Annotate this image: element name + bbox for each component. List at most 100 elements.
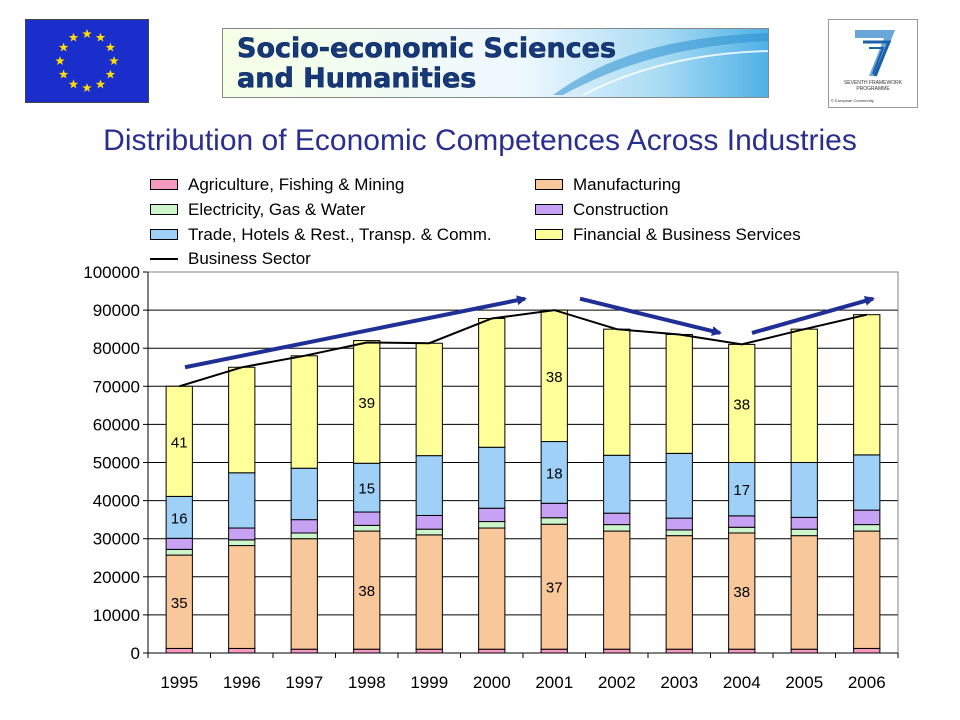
banner-line-1: Socio-economic Sciences — [237, 33, 617, 65]
bar-segment-trade — [165, 495, 193, 539]
y-tick-label: 70000 — [93, 377, 140, 396]
y-tick-label: 30000 — [93, 530, 140, 549]
x-tick-label: 2005 — [785, 673, 823, 692]
bar-segment-financial — [665, 333, 693, 454]
eu-star-icon — [58, 69, 69, 79]
bar-segment-financial — [353, 340, 381, 464]
bar-segment-construction — [353, 511, 381, 526]
bar-segment-electricity — [603, 524, 631, 532]
y-tick-label: 80000 — [93, 339, 140, 358]
bar-segment-construction — [603, 512, 631, 526]
data-label: 35 — [171, 595, 188, 612]
bar-segment-construction — [540, 502, 568, 519]
bar-segment-trade — [665, 452, 693, 519]
bar-segment-manufacturing — [415, 534, 443, 650]
legend-label: Electricity, Gas & Water — [188, 200, 366, 219]
bar-segment-agriculture — [728, 648, 756, 654]
bar-segment-agriculture — [790, 648, 818, 654]
legend-swatch-trade — [150, 229, 178, 240]
x-tick-label: 1997 — [285, 673, 323, 692]
legend-label: Agriculture, Fishing & Mining — [188, 175, 405, 194]
bar-segment-agriculture — [478, 648, 506, 654]
x-tick-label: 1998 — [348, 673, 386, 692]
y-tick-label: 60000 — [93, 415, 140, 434]
x-tick-label: 2002 — [598, 673, 636, 692]
data-label: 17 — [733, 482, 750, 499]
bar-segment-construction — [853, 509, 881, 526]
data-label: 38 — [733, 584, 750, 601]
bar-segment-manufacturing — [603, 530, 631, 650]
bar-segment-trade — [228, 472, 256, 529]
bar-segment-agriculture — [290, 648, 318, 654]
banner-line-2: and Humanities — [237, 63, 477, 95]
eu-star-icon — [109, 56, 119, 66]
y-tick-label: 10000 — [93, 606, 140, 625]
bar-segment-trade — [353, 462, 381, 513]
bar-segment-trade — [790, 462, 818, 518]
bar-segment-financial — [478, 317, 506, 448]
bar-segment-agriculture — [165, 647, 193, 654]
legend-label: Financial & Business Services — [573, 225, 801, 244]
data-label: 38 — [733, 396, 750, 413]
bar-segment-construction — [165, 537, 193, 550]
bar-segment-manufacturing — [165, 554, 193, 649]
eu-star-icon — [95, 32, 106, 42]
bar-segment-electricity — [353, 524, 381, 532]
bar-segment-financial — [165, 385, 193, 497]
legend-swatch-electricity — [150, 204, 178, 215]
eu-star-icon — [68, 79, 79, 89]
y-tick-label: 50000 — [93, 454, 140, 473]
bar-segment-electricity — [853, 524, 881, 532]
bar-segment-financial — [853, 314, 881, 456]
eu-star-icon — [105, 42, 116, 52]
bar-segment-manufacturing — [665, 535, 693, 650]
bar-segment-financial — [228, 366, 256, 474]
data-label: 18 — [546, 465, 563, 482]
bar-segment-construction — [290, 519, 318, 534]
bar-segment-electricity — [290, 532, 318, 540]
x-tick-label: 2000 — [473, 673, 511, 692]
x-tick-label: 2004 — [723, 673, 761, 692]
bar-segment-agriculture — [228, 647, 256, 654]
bar-segment-agriculture — [603, 648, 631, 654]
bar-segment-trade — [478, 446, 506, 509]
bar-segment-manufacturing — [853, 530, 881, 649]
legend-swatch-manufacturing — [535, 179, 563, 190]
legend-label: Construction — [573, 200, 669, 219]
fp7-caption-2: PROGRAMME — [856, 86, 890, 92]
bar-segment-financial — [603, 328, 631, 456]
y-tick-label: 90000 — [93, 301, 140, 320]
data-label: 37 — [546, 580, 563, 597]
bar-segment-construction — [728, 515, 756, 528]
bar-segment-electricity — [728, 526, 756, 534]
business-sector-line — [179, 309, 868, 388]
eu-star-icon — [82, 83, 92, 93]
bar-segment-electricity — [665, 529, 693, 537]
bar-segment-agriculture — [853, 647, 881, 654]
bar-segment-agriculture — [665, 648, 693, 654]
chart-title: Distribution of Economic Competences Acr… — [103, 124, 857, 157]
bar-segment-financial — [540, 309, 568, 443]
legend-label: Manufacturing — [573, 175, 681, 194]
fp7-logo-icon: SEVENTH FRAMEWORK PROGRAMME © European C… — [828, 19, 918, 108]
x-tick-label: 1996 — [223, 673, 261, 692]
legend-swatch-financial — [535, 229, 563, 240]
eu-star-icon — [95, 79, 106, 89]
x-tick-label: 1995 — [160, 673, 198, 692]
trend-arrow — [184, 295, 527, 370]
eu-star-icon — [68, 32, 79, 42]
bar-segment-construction — [228, 527, 256, 541]
bar-segment-manufacturing — [228, 545, 256, 649]
bar-segment-manufacturing — [790, 535, 818, 650]
data-label: 38 — [546, 369, 563, 386]
bar-segment-electricity — [415, 528, 443, 536]
fp7-caption-1: SEVENTH FRAMEWORK — [843, 80, 903, 86]
bar-segment-electricity — [790, 528, 818, 537]
bar-segment-manufacturing — [478, 527, 506, 650]
fp7-seven-icon — [855, 30, 895, 77]
bar-segment-financial — [415, 342, 443, 457]
bar-segment-trade — [290, 467, 318, 521]
legend-label: Trade, Hotels & Rest., Transp. & Comm. — [188, 225, 492, 244]
bar-segment-electricity — [478, 521, 506, 529]
